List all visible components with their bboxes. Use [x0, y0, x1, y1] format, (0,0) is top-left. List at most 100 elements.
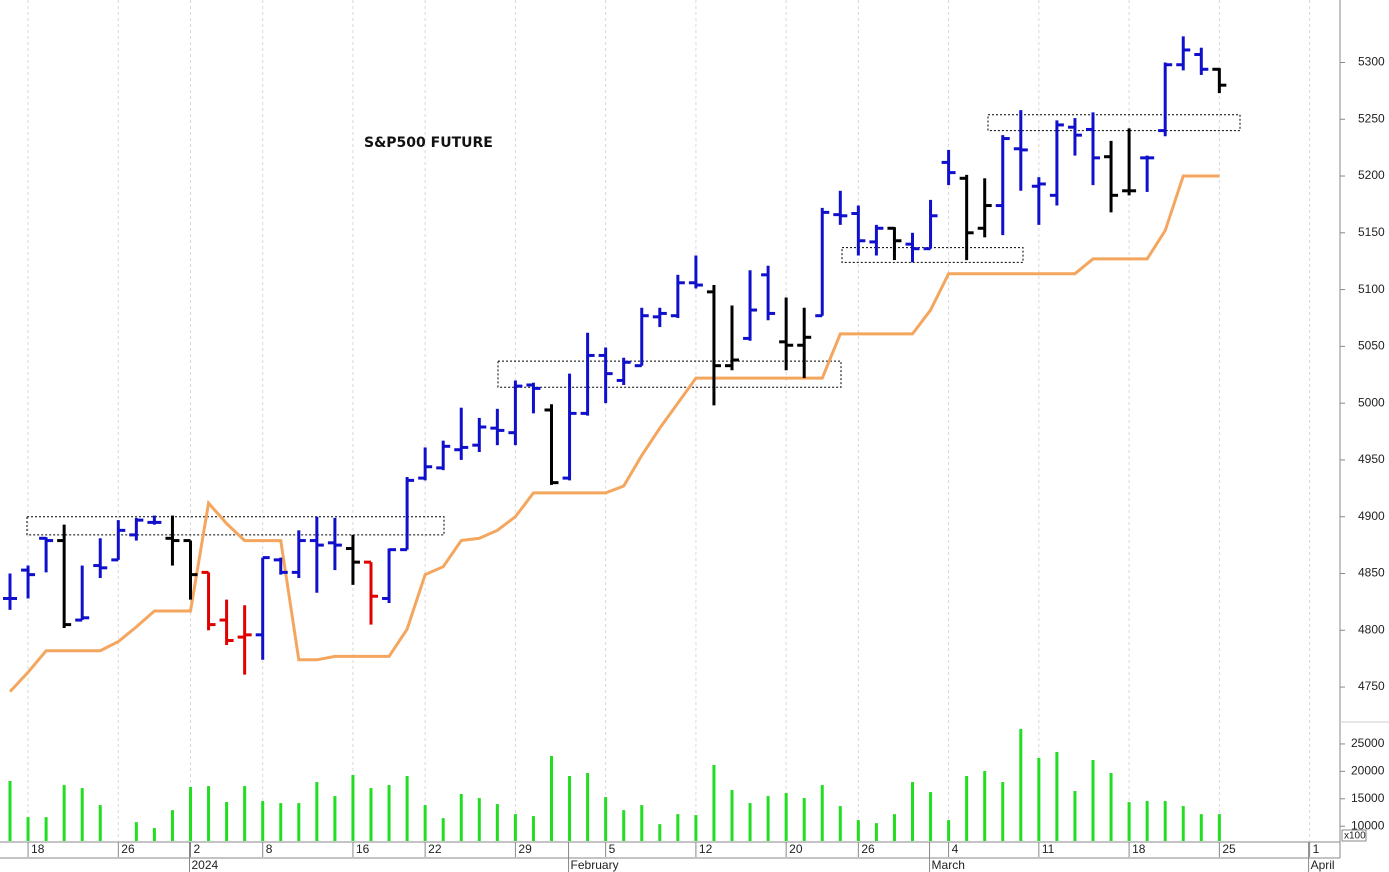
- volume-bar: [351, 775, 355, 841]
- volume-bar: [1001, 782, 1005, 841]
- volume-bar: [44, 817, 48, 841]
- x-tick-label: 18: [31, 842, 45, 856]
- volume-bar: [694, 815, 698, 841]
- volume-bar: [1091, 760, 1095, 841]
- volume-bar: [929, 792, 933, 841]
- x-tick-label: 11: [1042, 842, 1055, 856]
- volume-bar: [189, 787, 192, 841]
- x-tick-label: 20: [789, 842, 803, 856]
- volume-bar: [784, 793, 788, 841]
- x-tick-label: 1: [1313, 842, 1320, 856]
- volume-bar: [441, 818, 445, 841]
- volume-bar: [766, 796, 770, 841]
- volume-bar: [550, 755, 553, 841]
- y-tick-label: 5300: [1358, 55, 1385, 69]
- volume-bar: [838, 806, 842, 841]
- volume-bar: [207, 786, 211, 841]
- x-tick-label: 12: [699, 842, 713, 856]
- volume-bar: [531, 816, 535, 841]
- volume-bar: [820, 785, 824, 841]
- volume-tick-label: 15000: [1351, 791, 1385, 805]
- month-label: April: [1311, 858, 1335, 872]
- volume-bar: [243, 786, 247, 841]
- volume-bar: [152, 828, 156, 841]
- x-tick-label: 5: [609, 842, 616, 856]
- volume-bar: [604, 797, 608, 841]
- volume-bar: [748, 803, 752, 841]
- y-tick-label: 4950: [1358, 452, 1385, 466]
- volume-bar: [712, 764, 716, 841]
- volume-bar: [1145, 801, 1149, 841]
- volume-bar: [8, 781, 12, 841]
- volume-bar: [965, 776, 969, 841]
- x-tick-label: 22: [428, 842, 442, 856]
- volume-bar: [459, 794, 463, 841]
- volume-bar: [225, 802, 229, 841]
- volume-bar: [622, 810, 626, 841]
- volume-bar: [1019, 728, 1023, 841]
- volume-bar: [423, 805, 427, 841]
- volume-bar: [947, 820, 951, 841]
- month-label: March: [932, 858, 965, 872]
- volume-bar: [730, 790, 734, 841]
- volume-bar: [1037, 757, 1041, 841]
- volume-bar: [586, 773, 590, 841]
- volume-tick-label: 25000: [1351, 736, 1385, 750]
- volume-unit-label: x100: [1344, 831, 1366, 842]
- y-tick-label: 5200: [1358, 168, 1385, 182]
- volume-bar: [892, 814, 896, 841]
- unit-box: [1341, 829, 1367, 842]
- volume-bar: [405, 776, 409, 841]
- volume-bar: [279, 803, 283, 841]
- zone: [841, 247, 1024, 263]
- volume-bar: [513, 814, 517, 841]
- x-tick-label: 4: [952, 842, 959, 856]
- y-tick-label: 4800: [1358, 622, 1385, 636]
- zone: [26, 516, 445, 536]
- volume-bar: [874, 823, 878, 841]
- x-tick-label: 25: [1222, 842, 1236, 856]
- x-tick-label: 26: [861, 842, 875, 856]
- volume-bar: [856, 820, 860, 841]
- y-tick-label: 5050: [1358, 339, 1385, 353]
- y-tick-label: 5100: [1358, 282, 1385, 296]
- volume-bar: [297, 803, 301, 841]
- volume-bar: [1199, 814, 1203, 841]
- x-tick-label: 2: [194, 842, 201, 856]
- volume-bar: [98, 805, 102, 841]
- month-label: 2024: [192, 858, 219, 872]
- x-tick-label: 8: [266, 842, 273, 856]
- x-tick-label: 26: [121, 842, 135, 856]
- volume-bar: [495, 804, 499, 841]
- volume-bar: [261, 801, 265, 841]
- x-tick-label: 18: [1132, 842, 1146, 856]
- volume-bar: [387, 785, 391, 841]
- volume-bar: [1217, 814, 1221, 841]
- y-tick-label: 5250: [1358, 111, 1385, 125]
- volume-bar: [1109, 773, 1113, 841]
- volume-tick-label: 20000: [1351, 764, 1385, 778]
- volume-bar: [315, 782, 319, 841]
- volume-bar: [1181, 806, 1185, 841]
- volume-tick-label: 10000: [1351, 818, 1385, 832]
- x-tick-label: 29: [518, 842, 532, 856]
- y-tick-label: 4750: [1358, 679, 1385, 693]
- volume-bar: [369, 788, 373, 841]
- volume-bar: [62, 785, 66, 841]
- y-tick-label: 4850: [1358, 566, 1385, 580]
- volume-bar: [568, 776, 572, 841]
- zone: [497, 360, 842, 388]
- volume-bar: [134, 822, 138, 841]
- volume-bar: [676, 814, 680, 841]
- zone: [987, 114, 1241, 132]
- volume-bar: [1127, 802, 1131, 841]
- volume-bar: [26, 817, 30, 841]
- y-tick-label: 4900: [1358, 509, 1385, 523]
- chart-title: S&P500 FUTURE: [364, 135, 493, 151]
- volume-bar: [80, 788, 84, 841]
- x-tick-label: 16: [356, 842, 370, 856]
- volume-bar: [1073, 791, 1077, 841]
- volume-bar: [170, 810, 174, 841]
- volume-bar: [333, 796, 337, 841]
